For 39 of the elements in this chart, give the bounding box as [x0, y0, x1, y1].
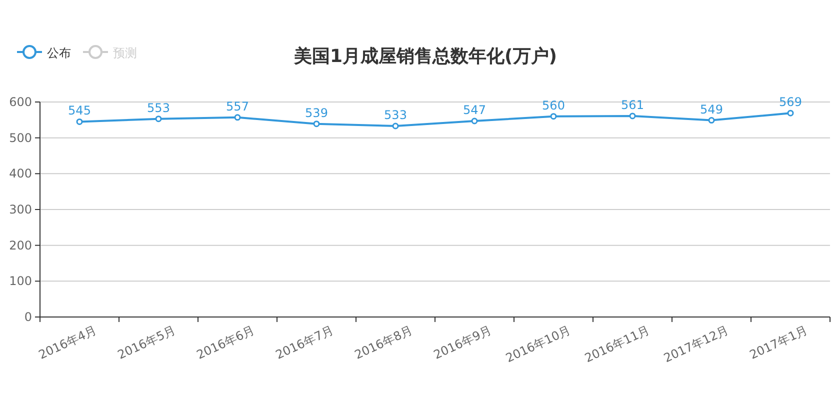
y-tick-label: 100: [9, 274, 32, 288]
data-label: 557: [226, 99, 249, 114]
x-tick-label: 2017年12月: [662, 323, 731, 366]
point: [471, 118, 478, 124]
point: [787, 110, 794, 116]
point: [550, 113, 557, 120]
y-tick-label: 500: [9, 130, 32, 145]
x-tick-label: 2016年10月: [504, 323, 573, 366]
point: [76, 118, 83, 125]
data-label: 539: [305, 106, 328, 120]
x-tick-label: 2016年6月: [194, 323, 257, 362]
data-label: 553: [147, 100, 170, 115]
data-label: 549: [700, 102, 723, 116]
point: [234, 114, 241, 121]
data-label: 561: [621, 98, 644, 112]
y-tick-label: 400: [9, 166, 32, 181]
x-tick-label: 2016年11月: [582, 323, 652, 366]
y-tick-label: 200: [9, 238, 32, 252]
data-label: 533: [384, 108, 407, 122]
chart-title: 美国1月成屋销售总数年化(万户): [293, 46, 557, 67]
data-label: 545: [68, 104, 91, 118]
point: [392, 122, 399, 130]
data-label: 547: [463, 102, 486, 117]
x-tick-label: 2016年9月: [431, 323, 494, 362]
x-tick-label: 2016年5月: [115, 323, 178, 362]
y-tick-label: 0: [24, 310, 32, 324]
x-tick-label: 2016年4月: [36, 323, 99, 362]
point: [155, 116, 162, 122]
point: [313, 120, 320, 128]
data-label: 569: [779, 95, 802, 110]
y-tick-label: 300: [9, 202, 32, 216]
point: [708, 117, 715, 124]
data-label: 560: [542, 98, 565, 112]
point: [629, 112, 636, 120]
legend-label: 公布: [47, 46, 71, 60]
x-tick-label: 2016年7月: [273, 323, 336, 362]
y-tick-label: 600: [9, 95, 32, 109]
x-tick-label: 2016年8月: [352, 323, 415, 362]
x-tick-label: 2017年1月: [747, 323, 810, 362]
